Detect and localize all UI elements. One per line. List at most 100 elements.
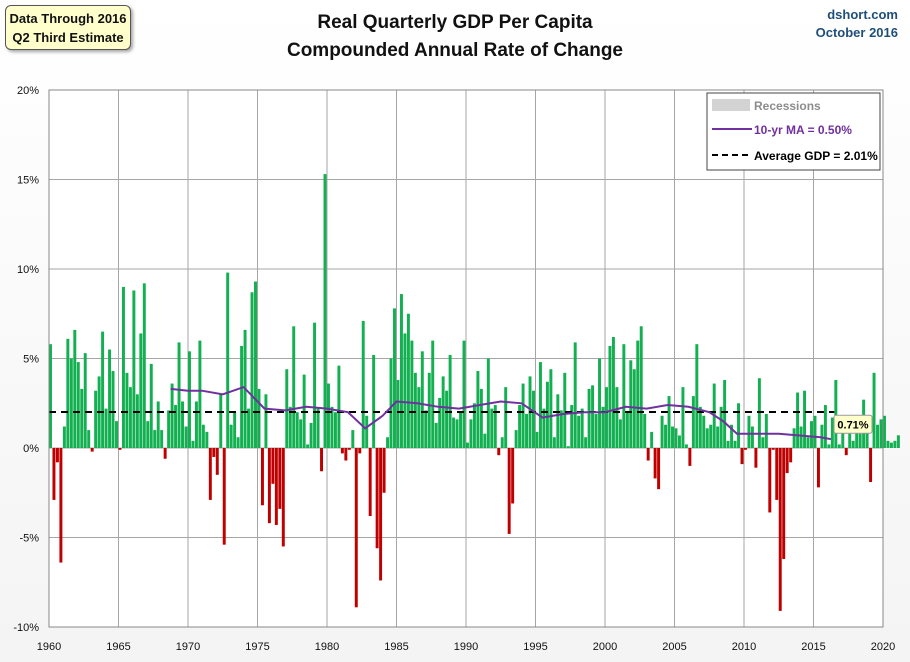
positive-bar (549, 369, 553, 448)
positive-bar (514, 430, 518, 448)
negative-bar (340, 448, 344, 454)
positive-bar (62, 426, 66, 448)
negative-bar (688, 448, 692, 466)
positive-bar (799, 426, 803, 448)
positive-bar (365, 415, 369, 448)
positive-bar (445, 390, 449, 448)
positive-bar (563, 372, 567, 448)
positive-bar (337, 365, 341, 448)
positive-bar (459, 412, 463, 448)
negative-bar (278, 448, 282, 509)
positive-bar (87, 430, 91, 448)
last-value-callout: 0.71% (833, 414, 873, 434)
positive-bar (333, 412, 337, 448)
negative-bar (347, 448, 351, 450)
positive-bar (299, 419, 303, 448)
positive-bar (490, 408, 494, 448)
positive-bar (111, 371, 115, 448)
x-tick-label: 1985 (384, 641, 408, 653)
moving-average-line (170, 385, 832, 441)
negative-bar (657, 448, 661, 490)
y-tick-label: -10% (13, 622, 39, 634)
positive-bar (716, 426, 720, 448)
positive-bar (684, 444, 688, 448)
negative-bar (775, 448, 779, 500)
positive-bar (49, 344, 52, 448)
positive-bar (747, 415, 751, 448)
positive-bar (149, 363, 153, 448)
positive-bar (518, 405, 522, 448)
positive-bar (448, 354, 452, 448)
negative-bar (379, 448, 383, 581)
positive-bar (855, 422, 859, 448)
positive-bar (879, 419, 883, 448)
positive-bar (361, 320, 365, 448)
negative-bar (754, 448, 758, 468)
positive-bar (156, 401, 160, 448)
positive-bar (664, 424, 668, 448)
chart-title-line-1: Real Quarterly GDP Per Capita (317, 12, 593, 33)
positive-bar (827, 444, 831, 448)
positive-bar (198, 340, 202, 448)
positive-bar (73, 329, 77, 448)
positive-bar (545, 381, 549, 448)
positive-bar (538, 362, 542, 448)
legend-recessions-label: Recessions (754, 99, 821, 113)
positive-bar (434, 422, 438, 448)
positive-bar (399, 294, 403, 448)
last-value-box (833, 414, 873, 434)
positive-bar (837, 444, 841, 448)
positive-bar (876, 424, 880, 448)
source-date: October 2016 (815, 25, 898, 40)
positive-bar (584, 437, 588, 448)
positive-bar (698, 406, 702, 448)
positive-bar (823, 405, 827, 448)
positive-bar (810, 421, 813, 448)
positive-bar (726, 440, 730, 448)
positive-bar (681, 387, 685, 448)
positive-bar (587, 388, 591, 448)
positive-bar (570, 405, 574, 448)
positive-bar (438, 397, 442, 448)
positive-bar (677, 435, 681, 448)
positive-bar (504, 387, 508, 448)
negative-bar (511, 448, 515, 504)
positive-bar (396, 379, 400, 448)
x-tick-label: 2010 (732, 641, 756, 653)
positive-bar (723, 379, 727, 448)
positive-bar (205, 431, 209, 448)
positive-bar (702, 415, 706, 448)
positive-bar (834, 379, 838, 448)
positive-bar (142, 283, 146, 448)
negative-bar (215, 448, 219, 475)
positive-bar (893, 440, 897, 448)
axes: -10% -5% 0% 5% 10% 15% 20% 1960 1965 1970 1975 1980… (13, 85, 895, 653)
positive-bar (250, 292, 254, 448)
positive-bar (803, 390, 807, 448)
positive-bar (76, 362, 80, 448)
positive-bar (160, 430, 164, 448)
positive-bar (254, 281, 257, 448)
positive-bar (264, 394, 268, 448)
positive-bar (719, 406, 723, 448)
positive-bar (500, 437, 504, 448)
quarterly-bars (49, 174, 900, 611)
positive-bar (674, 428, 678, 448)
positive-bar (455, 419, 459, 448)
positive-bar (709, 424, 713, 448)
positive-bar (101, 331, 105, 448)
positive-bar (240, 345, 244, 448)
negative-bar (768, 448, 772, 513)
positive-bar (313, 322, 317, 448)
negative-bar (267, 448, 271, 524)
legend-recession-swatch (712, 99, 750, 111)
data-through-note: Data Through 2016 Q2 Third Estimate (5, 5, 131, 50)
x-tick-label: 1980 (315, 641, 339, 653)
positive-bar (730, 424, 734, 448)
positive-bar (174, 405, 178, 448)
negative-bar (118, 448, 122, 450)
positive-bar (601, 406, 605, 448)
positive-bar (125, 372, 129, 448)
positive-bar (552, 437, 556, 448)
negative-bar (778, 448, 782, 611)
